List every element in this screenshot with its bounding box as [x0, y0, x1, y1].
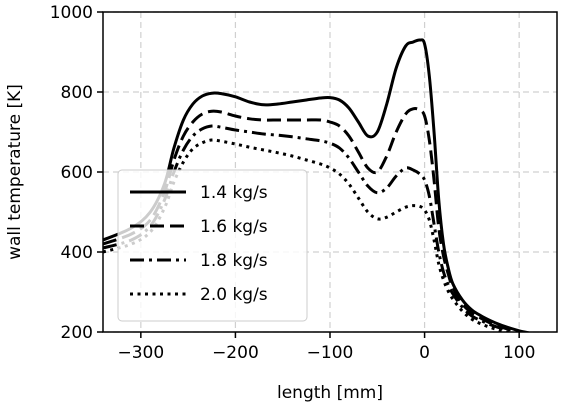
x-axis-label: length [mm] — [277, 383, 383, 403]
series-line-4 — [103, 138, 511, 332]
x-tick-label: 0 — [419, 343, 430, 363]
legend-label-3: 1.8 kg/s — [200, 251, 268, 271]
axis-ticks: −300 −200 −100 0 100 200 400 600 800 1000 — [50, 3, 536, 363]
x-tick-label: 100 — [503, 343, 535, 363]
legend: 1.4 kg/s 1.6 kg/s 1.8 kg/s 2.0 kg/s — [117, 169, 308, 322]
y-axis-label: wall temperature [K] — [5, 84, 25, 260]
series-line-2 — [103, 107, 520, 332]
legend-label-1: 1.4 kg/s — [200, 183, 268, 203]
legend-frame — [117, 169, 308, 322]
series-lines — [103, 38, 529, 332]
series-line-1 — [103, 38, 529, 332]
series-line-3 — [103, 124, 511, 332]
x-tick-label: −200 — [212, 343, 259, 363]
x-tick-label: −300 — [117, 343, 164, 363]
y-tick-label: 1000 — [50, 3, 93, 23]
y-tick-label: 600 — [61, 163, 93, 183]
x-tick-label: −100 — [307, 343, 354, 363]
y-tick-label: 400 — [61, 243, 93, 263]
y-tick-label: 800 — [61, 83, 93, 103]
y-tick-label: 200 — [61, 323, 93, 343]
legend-label-4: 2.0 kg/s — [200, 285, 268, 305]
legend-label-2: 1.6 kg/s — [200, 217, 268, 237]
